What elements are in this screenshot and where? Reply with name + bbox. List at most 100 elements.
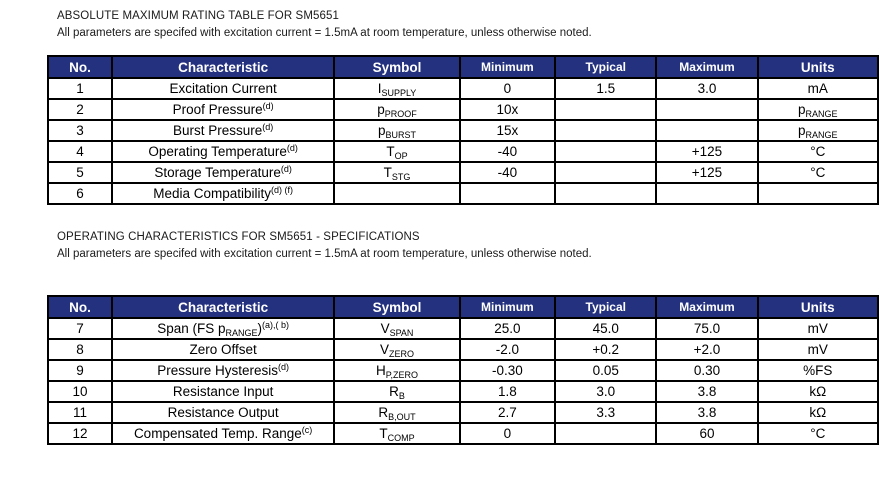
cell-minimum: 10x	[458, 98, 557, 121]
cell-units: pRANGE	[756, 98, 880, 121]
absolute-maximum-rating-table: No. Characteristic Symbol Minimum Typical Max…	[47, 55, 880, 205]
column-header-symbol: Symbol	[333, 295, 461, 319]
column-header-maximum: Maximum	[655, 55, 759, 79]
cell-characteristic: Compensated Temp. Range(c)	[110, 422, 336, 445]
cell-minimum: -0.30	[458, 359, 557, 382]
cell-units: °C	[756, 161, 880, 184]
cell-maximum: +2.0	[655, 338, 759, 361]
cell-units: mA	[756, 77, 880, 100]
cell-characteristic: Span (FS pRANGE)(a),( b)	[110, 317, 336, 340]
cell-no: 6	[47, 182, 113, 205]
cell-minimum: 0	[458, 77, 557, 100]
column-header-units: Units	[756, 55, 880, 79]
table-row: 7 Span (FS pRANGE)(a),( b) VSPAN 25.0 45.0 75…	[47, 317, 880, 340]
absolute-maximum-table-subtitle: All parameters are specifed with excitat…	[57, 27, 592, 39]
cell-symbol: RB,OUT	[333, 401, 461, 424]
table-row: 9 Pressure Hysteresis(d) HP,ZERO -0.30 0.05 0…	[47, 359, 880, 382]
cell-symbol	[333, 182, 461, 205]
table-row: 3 Burst Pressure(d) pBURST 15x pRANGE	[47, 119, 880, 142]
cell-minimum: -40	[458, 140, 557, 163]
cell-units: °C	[756, 140, 880, 163]
cell-maximum: 0.30	[655, 359, 759, 382]
cell-units: kΩ	[756, 380, 880, 403]
cell-typical	[554, 161, 658, 184]
table-row: 11 Resistance Output RB,OUT 2.7 3.3 3.8 kΩ	[47, 401, 880, 424]
table-row: 4 Operating Temperature(d) TOP -40 +125 °C	[47, 140, 880, 163]
column-header-no: No.	[47, 295, 113, 319]
table-header-row: No. Characteristic Symbol Minimum Typical Max…	[47, 295, 880, 319]
cell-symbol: pPROOF	[333, 98, 461, 121]
cell-no: 5	[47, 161, 113, 184]
table-row: 12 Compensated Temp. Range(c) TCOMP 0 60 °C	[47, 422, 880, 445]
cell-maximum: +125	[655, 140, 759, 163]
column-header-characteristic: Characteristic	[110, 295, 336, 319]
cell-typical	[554, 182, 658, 205]
cell-characteristic: Excitation Current	[110, 77, 336, 100]
cell-maximum: +125	[655, 161, 759, 184]
cell-no: 12	[47, 422, 113, 445]
cell-minimum: 15x	[458, 119, 557, 142]
column-header-characteristic: Characteristic	[110, 55, 336, 79]
cell-characteristic: Operating Temperature(d)	[110, 140, 336, 163]
cell-symbol: TOP	[333, 140, 461, 163]
cell-maximum	[655, 182, 759, 205]
cell-no: 9	[47, 359, 113, 382]
cell-no: 10	[47, 380, 113, 403]
column-header-symbol: Symbol	[333, 55, 461, 79]
table-row: 1 Excitation Current ISUPPLY 0 1.5 3.0 mA	[47, 77, 880, 100]
cell-typical	[554, 140, 658, 163]
cell-typical: 0.05	[554, 359, 658, 382]
column-header-minimum: Minimum	[458, 55, 557, 79]
cell-characteristic: Burst Pressure(d)	[110, 119, 336, 142]
cell-typical: 3.3	[554, 401, 658, 424]
cell-no: 1	[47, 77, 113, 100]
cell-no: 3	[47, 119, 113, 142]
operating-characteristics-title: OPERATING CHARACTERISTICS FOR SM5651 - S…	[57, 231, 420, 243]
cell-typical	[554, 98, 658, 121]
cell-characteristic: Resistance Input	[110, 380, 336, 403]
operating-characteristics-table: No. Characteristic Symbol Minimum Typical Max…	[47, 295, 880, 445]
cell-minimum: -40	[458, 161, 557, 184]
table-row: 5 Storage Temperature(d) TSTG -40 +125 °C	[47, 161, 880, 184]
cell-minimum: 2.7	[458, 401, 557, 424]
cell-symbol: VSPAN	[333, 317, 461, 340]
cell-maximum: 60	[655, 422, 759, 445]
cell-symbol: TSTG	[333, 161, 461, 184]
cell-symbol: pBURST	[333, 119, 461, 142]
cell-units: mV	[756, 338, 880, 361]
column-header-no: No.	[47, 55, 113, 79]
cell-typical	[554, 119, 658, 142]
table-row: 2 Proof Pressure(d) pPROOF 10x pRANGE	[47, 98, 880, 121]
cell-typical	[554, 422, 658, 445]
cell-characteristic: Resistance Output	[110, 401, 336, 424]
table-header-row: No. Characteristic Symbol Minimum Typical Max…	[47, 55, 880, 79]
cell-units: kΩ	[756, 401, 880, 424]
cell-minimum: -2.0	[458, 338, 557, 361]
column-header-typical: Typical	[554, 55, 658, 79]
cell-characteristic: Proof Pressure(d)	[110, 98, 336, 121]
cell-maximum	[655, 98, 759, 121]
absolute-maximum-table-title: ABSOLUTE MAXIMUM RATING TABLE FOR SM5651	[57, 10, 339, 22]
column-header-typical: Typical	[554, 295, 658, 319]
cell-minimum: 1.8	[458, 380, 557, 403]
cell-no: 8	[47, 338, 113, 361]
cell-typical: 1.5	[554, 77, 658, 100]
cell-typical: 45.0	[554, 317, 658, 340]
cell-characteristic: Pressure Hysteresis(d)	[110, 359, 336, 382]
cell-symbol: HP,ZERO	[333, 359, 461, 382]
cell-minimum: 25.0	[458, 317, 557, 340]
cell-characteristic: Media Compatibility(d) (f)	[110, 182, 336, 205]
cell-maximum: 3.8	[655, 380, 759, 403]
table-header-row: No. Characteristic Symbol Minimum Typical Max…	[47, 55, 880, 79]
column-header-minimum: Minimum	[458, 295, 557, 319]
operating-characteristics-subtitle: All parameters are specifed with excitat…	[57, 248, 592, 260]
cell-no: 11	[47, 401, 113, 424]
cell-units: %FS	[756, 359, 880, 382]
cell-units: mV	[756, 317, 880, 340]
table-header-row: No. Characteristic Symbol Minimum Typical Max…	[47, 295, 880, 319]
cell-no: 4	[47, 140, 113, 163]
column-header-maximum: Maximum	[655, 295, 759, 319]
table-row: 10 Resistance Input RB 1.8 3.0 3.8 kΩ	[47, 380, 880, 403]
cell-minimum	[458, 182, 557, 205]
